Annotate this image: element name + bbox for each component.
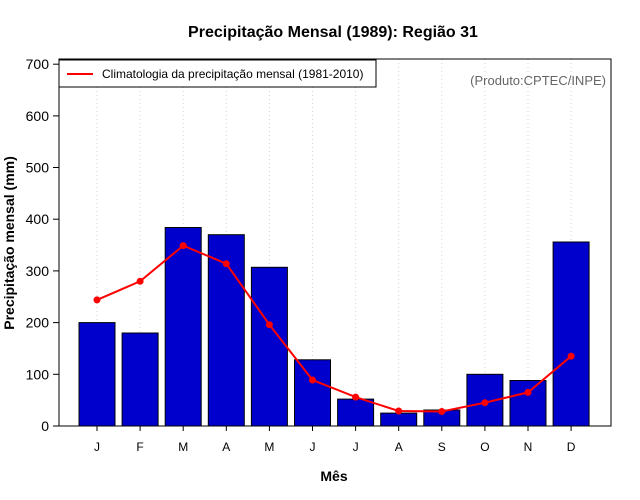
y-tick-label-0: 0 [41, 418, 49, 434]
legend-label: Climatologia da precipitação mensal (198… [102, 67, 363, 81]
x-tick-label-5: M [264, 440, 274, 454]
y-tick-label-300: 300 [26, 263, 50, 279]
bar-2 [121, 332, 159, 427]
climatology-point-1 [93, 296, 101, 304]
x-tick-label-2: F [136, 440, 143, 454]
climatology-point-8 [395, 407, 403, 415]
climatology-point-3 [179, 242, 187, 250]
chart-title: Precipitação Mensal (1989): Região 31 [188, 24, 478, 41]
x-tick-label-11: N [524, 440, 533, 454]
credit-text: (Produto:CPTEC/INPE) [470, 73, 606, 88]
bars-layer [78, 227, 590, 427]
x-tick-label-1: J [94, 440, 100, 454]
x-tick-label-12: D [567, 440, 576, 454]
climatology-point-11 [524, 388, 532, 396]
climatology-point-5 [265, 321, 273, 329]
x-tick-label-3: M [178, 440, 188, 454]
plot-frame [58, 58, 612, 427]
x-tick-label-7: J [353, 440, 359, 454]
legend-box [58, 59, 377, 88]
x-axis-label: Mês [320, 468, 347, 484]
bar-6 [294, 359, 331, 427]
climatology-point-2 [136, 277, 144, 285]
x-tick-label-10: O [480, 440, 489, 454]
climatology-line-layer [93, 242, 575, 415]
climatology-point-9 [438, 408, 446, 415]
climatology-point-7 [352, 393, 360, 401]
y-tick-label-400: 400 [26, 211, 50, 227]
bar-5 [250, 266, 288, 427]
y-tick-label-200: 200 [26, 315, 50, 331]
bar-3 [164, 227, 202, 427]
y-tick-label-600: 600 [26, 108, 50, 124]
y-axis-label: Precipitação mensal (mm) [1, 156, 17, 330]
x-tick-label-8: A [395, 440, 403, 454]
climatology-point-6 [309, 376, 316, 384]
y-tick-label-700: 700 [26, 56, 50, 72]
x-tick-label-4: A [222, 440, 230, 454]
bar-12 [552, 241, 590, 427]
y-axis: 0 100 200 300 400 500 600 700 [26, 56, 59, 434]
climatology-point-10 [481, 399, 489, 407]
climatology-point-4 [222, 260, 230, 268]
x-tick-label-9: S [438, 440, 446, 454]
bar-1 [78, 322, 116, 427]
climatology-line [96, 244, 572, 413]
bar-11 [509, 380, 547, 427]
y-tick-label-500: 500 [26, 160, 50, 176]
climatology-point-12 [567, 352, 575, 360]
y-tick-label-100: 100 [26, 366, 50, 382]
bar-7 [337, 398, 375, 427]
x-tick-label-6: J [310, 440, 316, 454]
bar-8 [380, 412, 418, 427]
legend: Climatologia da precipitação mensal (198… [58, 59, 377, 88]
